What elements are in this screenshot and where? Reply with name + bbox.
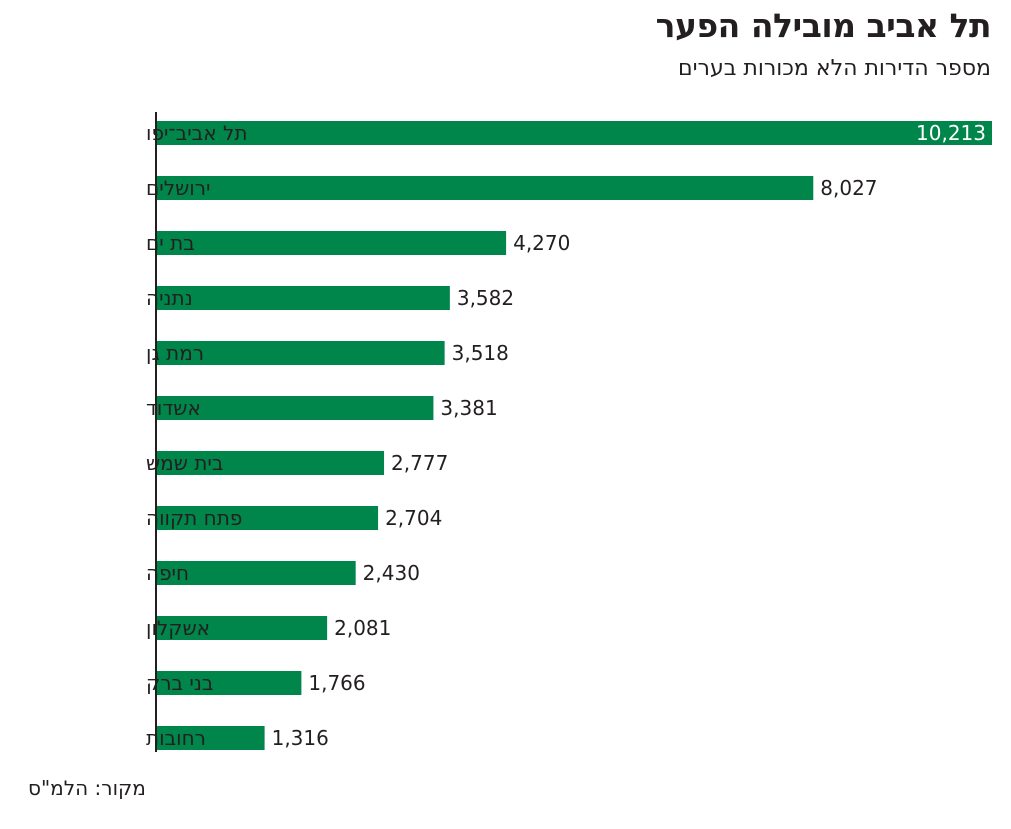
category-label-0: תל אביב־יפו	[146, 121, 247, 145]
bar-9	[157, 616, 328, 640]
value-label-11: 1,316	[272, 726, 329, 750]
bar-11	[157, 726, 265, 750]
category-label-10: בני ברק	[146, 671, 213, 695]
value-label-7: 2,704	[385, 506, 442, 530]
bar-4	[157, 341, 445, 365]
category-label-3: נתניה	[146, 286, 193, 310]
bar-8	[157, 561, 356, 585]
bar-5	[157, 396, 434, 420]
value-label-1: 8,027	[820, 176, 877, 200]
bar-0	[157, 121, 992, 145]
value-label-3: 3,582	[457, 286, 514, 310]
bar-2	[157, 231, 507, 255]
category-label-4: רמת גן	[146, 341, 204, 365]
category-label-8: חיפה	[146, 561, 189, 585]
category-label-5: אשדוד	[146, 396, 201, 420]
value-label-10: 1,766	[308, 671, 365, 695]
bar-1	[157, 176, 814, 200]
chart-title: תל אביב מובילה הפער	[655, 6, 992, 45]
value-label-8: 2,430	[363, 561, 420, 585]
category-label-6: בית שמש	[146, 451, 223, 475]
value-label-4: 3,518	[452, 341, 509, 365]
bar-10	[157, 671, 302, 695]
bar-6	[157, 451, 385, 475]
category-label-2: בת ים	[146, 231, 195, 255]
category-label-7: פתח תקווה	[146, 506, 242, 530]
bar-7	[157, 506, 379, 530]
value-label-9: 2,081	[334, 616, 391, 640]
value-label-2: 4,270	[513, 231, 570, 255]
value-label-6: 2,777	[391, 451, 448, 475]
category-label-11: רחובות	[146, 726, 206, 750]
source-note: מקור: הלמ"ס	[28, 776, 146, 800]
value-label-0: 10,213	[916, 121, 986, 145]
chart-subtitle: מספר הדירות הלא מכורות בערים	[678, 56, 991, 81]
bar-3	[157, 286, 450, 310]
value-label-5: 3,381	[440, 396, 497, 420]
